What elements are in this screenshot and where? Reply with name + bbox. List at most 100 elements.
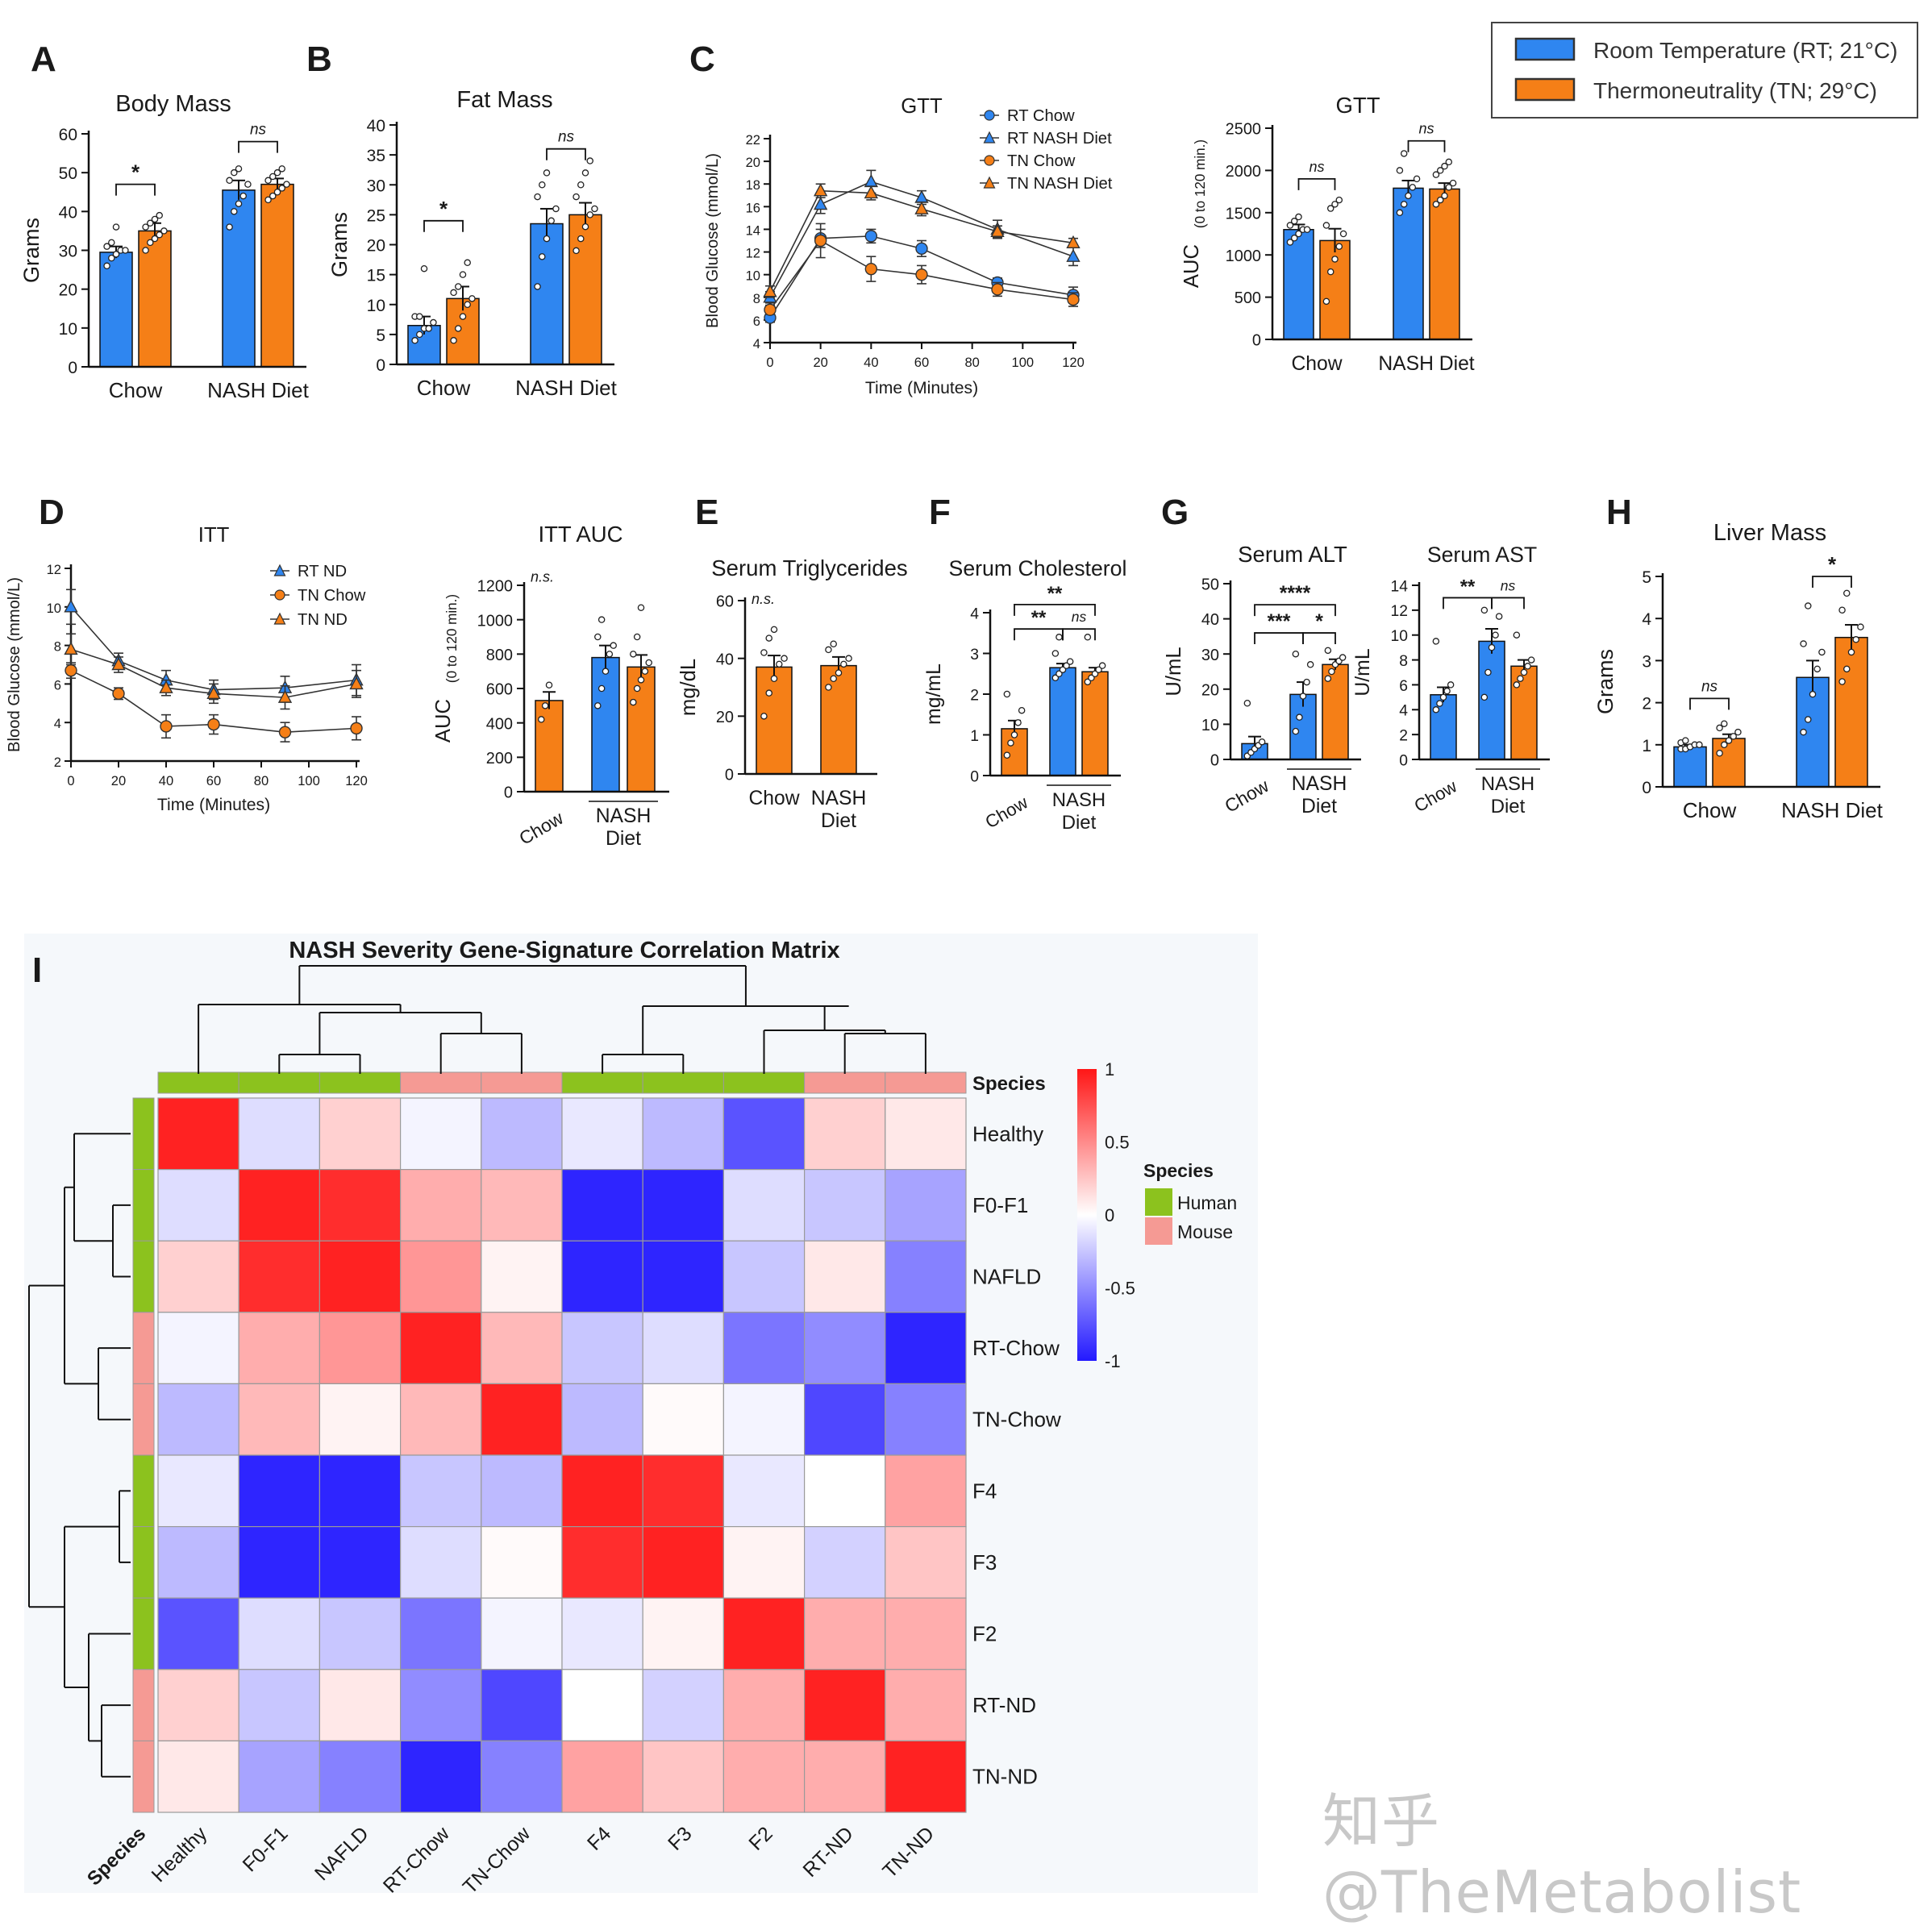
data-point bbox=[1447, 681, 1455, 688]
y-tick-label: 20 bbox=[716, 709, 734, 726]
y-tick-label: 14 bbox=[746, 223, 760, 238]
data-point bbox=[1716, 749, 1723, 757]
heatmap-cell bbox=[481, 1669, 563, 1742]
y-tick-label: 10 bbox=[59, 320, 77, 339]
legend-marker bbox=[983, 131, 996, 144]
data-point bbox=[633, 633, 641, 641]
data-point bbox=[637, 676, 645, 684]
heatmap-cell bbox=[561, 1168, 643, 1242]
heatmap-cell bbox=[722, 1168, 806, 1242]
data-point bbox=[464, 301, 471, 308]
legend-marker bbox=[273, 612, 286, 625]
data-point bbox=[160, 720, 173, 733]
data-point bbox=[1809, 690, 1817, 698]
species-annotation-left bbox=[132, 1097, 155, 1171]
y-tick-label: 0 bbox=[504, 784, 513, 802]
significance-label: ns bbox=[1501, 577, 1516, 593]
significance-label: n.s. bbox=[531, 568, 554, 584]
heatmap-cell bbox=[157, 1740, 239, 1813]
data-point bbox=[835, 669, 843, 676]
y-tick-label: 2 bbox=[970, 687, 979, 704]
data-point bbox=[147, 219, 154, 227]
data-point bbox=[539, 253, 546, 260]
heatmap-cell bbox=[319, 1383, 402, 1456]
bar bbox=[1712, 738, 1746, 788]
colorbar-tick-label: 0 bbox=[1105, 1205, 1114, 1225]
data-point bbox=[1436, 167, 1444, 174]
x-tick-label: NASH bbox=[1052, 789, 1105, 811]
significance-label: * bbox=[1315, 611, 1323, 633]
species-annotation-top bbox=[885, 1071, 967, 1094]
colorbar-tick-label: -1 bbox=[1105, 1351, 1121, 1371]
data-point bbox=[1290, 234, 1298, 242]
heatmap-cell bbox=[400, 1669, 482, 1742]
x-tick-label: Chow bbox=[515, 807, 567, 849]
significance-label: ns bbox=[1418, 121, 1434, 137]
heatmap-cell bbox=[157, 1383, 239, 1456]
x-tick-label: 60 bbox=[914, 355, 929, 370]
species-annotation-top bbox=[642, 1071, 724, 1094]
data-point bbox=[1805, 716, 1812, 723]
data-point bbox=[450, 337, 457, 344]
heatmap-cell bbox=[481, 1525, 563, 1599]
y-tick-label: 3 bbox=[1642, 652, 1651, 671]
data-point bbox=[1513, 631, 1521, 639]
data-point bbox=[459, 271, 467, 278]
x-tick-label: NASH bbox=[1481, 773, 1534, 795]
heatmap-cell bbox=[722, 1097, 806, 1171]
data-point bbox=[459, 313, 467, 320]
data-point bbox=[103, 243, 110, 250]
bar bbox=[530, 223, 564, 365]
data-point bbox=[1721, 741, 1728, 749]
heatmap-cell bbox=[238, 1597, 321, 1670]
heatmap-cell bbox=[400, 1168, 482, 1242]
significance-label: ** bbox=[1031, 607, 1047, 629]
series-line bbox=[769, 189, 1074, 293]
y-tick-label: 6 bbox=[1399, 678, 1408, 695]
data-point bbox=[235, 165, 243, 173]
heatmap-cell bbox=[803, 1597, 886, 1670]
y-tick-label: 4 bbox=[753, 336, 760, 352]
heatmap-cell bbox=[885, 1312, 967, 1385]
data-point bbox=[464, 259, 471, 267]
heatmap-cell bbox=[319, 1597, 402, 1670]
y-tick-label: 15 bbox=[367, 267, 385, 285]
y-tick-label: 10 bbox=[1201, 717, 1219, 734]
data-point bbox=[206, 685, 221, 700]
data-point bbox=[543, 169, 551, 177]
significance-bracket bbox=[423, 219, 464, 232]
x-tick-label: 80 bbox=[964, 355, 979, 370]
heatmap-cell bbox=[803, 1168, 886, 1242]
data-point bbox=[1449, 179, 1457, 187]
y-tick-label: 2000 bbox=[1226, 163, 1261, 181]
significance-label: ns bbox=[1072, 609, 1087, 625]
data-point bbox=[147, 239, 154, 247]
data-point bbox=[1067, 293, 1080, 306]
species-annotation-top bbox=[238, 1071, 320, 1094]
heatmap-cell bbox=[642, 1454, 725, 1528]
heatmap-cell bbox=[561, 1097, 643, 1171]
heatmap-cell bbox=[481, 1097, 563, 1171]
heatmap-cell bbox=[642, 1097, 725, 1171]
y-tick-label: 500 bbox=[1235, 289, 1261, 307]
data-point bbox=[207, 718, 220, 731]
x-tick-label: NASH Diet bbox=[1781, 798, 1883, 822]
data-point bbox=[1018, 706, 1026, 714]
data-point bbox=[1527, 656, 1535, 663]
data-point bbox=[156, 231, 163, 239]
data-point bbox=[455, 283, 462, 290]
heatmap-cell bbox=[400, 1454, 482, 1528]
series-line bbox=[70, 669, 357, 733]
x-tick-label: 20 bbox=[111, 773, 126, 788]
species-annotation-top bbox=[804, 1071, 886, 1094]
x-tick-label: 120 bbox=[345, 773, 368, 788]
x-tick-label: 120 bbox=[1062, 355, 1085, 370]
panel-letter: C bbox=[689, 40, 715, 79]
heatmap-cell bbox=[319, 1097, 402, 1171]
y-tick-label: 20 bbox=[367, 237, 385, 256]
heatmap-cell bbox=[319, 1454, 402, 1528]
heatmap-cell bbox=[642, 1740, 725, 1813]
heatmap-cell bbox=[642, 1383, 725, 1456]
panel-letter: G bbox=[1161, 493, 1189, 532]
data-point bbox=[64, 641, 78, 655]
